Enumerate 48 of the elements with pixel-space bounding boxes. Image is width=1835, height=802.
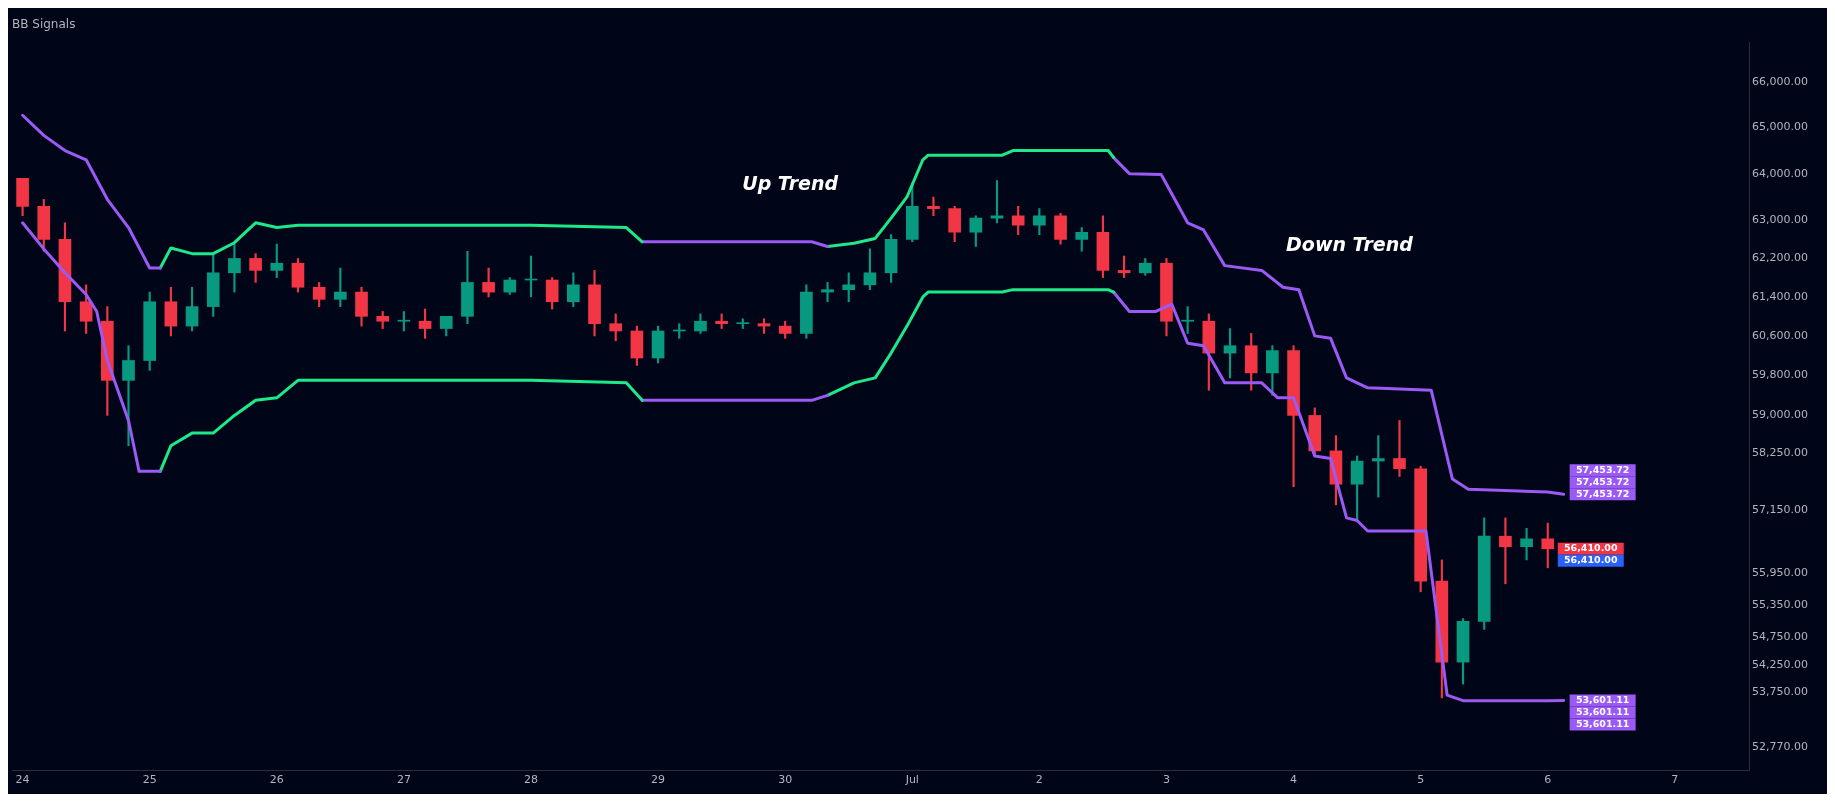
- y-tick-label: 66,000.00: [1752, 75, 1808, 89]
- candlestick: [927, 196, 940, 217]
- y-tick-label: 57,150.00: [1752, 502, 1808, 516]
- y-tick-label: 61,400.00: [1752, 289, 1808, 303]
- y-tick-label: 58,250.00: [1752, 446, 1808, 460]
- y-tick-label: 62,200.00: [1752, 251, 1808, 265]
- data-label: 57,453.72: [1575, 487, 1630, 499]
- y-tick-label: 53,750.00: [1752, 685, 1808, 699]
- y-tick-label: 59,000.00: [1752, 408, 1808, 422]
- y-tick-label: 60,600.00: [1752, 328, 1808, 342]
- chart-title: BB Signals: [12, 17, 76, 32]
- candlestick: [821, 282, 834, 303]
- candlestick: [228, 243, 241, 293]
- annotation: 57,453.72: [1575, 475, 1630, 487]
- y-tick-label: 63,000.00: [1752, 213, 1808, 227]
- annotation: 56,410.00: [1564, 542, 1618, 554]
- y-tick-label: 64,000.00: [1752, 166, 1808, 180]
- x-tick-label: 26: [269, 773, 284, 787]
- annotation: 53,601.11: [1575, 718, 1630, 730]
- candlestick: [122, 345, 135, 447]
- annotation: Down Trend: [1286, 232, 1414, 255]
- y-tick-label: 59,800.00: [1752, 368, 1808, 382]
- x-tick-label: 4: [1290, 773, 1298, 787]
- annotation: 53,601.11: [1575, 706, 1630, 718]
- x-tick-label: 29: [651, 773, 666, 787]
- x-tick-label: 30: [778, 773, 793, 787]
- text: 56,410.00: [1564, 554, 1618, 566]
- y-tick-label: 55,350.00: [1752, 598, 1808, 612]
- x-tick-label: 2: [1035, 773, 1043, 787]
- x-tick-label: 5: [1417, 773, 1425, 787]
- x-tick-label: 7: [1671, 773, 1679, 787]
- x-tick-label: 24: [15, 773, 30, 787]
- candlestick: [1520, 528, 1533, 561]
- x-tick-label: 27: [396, 773, 411, 787]
- x-tick-label: 6: [1544, 773, 1552, 787]
- y-tick-label: 52,770.00: [1752, 739, 1808, 753]
- y-tick-label: 55,950.00: [1752, 566, 1808, 580]
- candlestick: [1393, 420, 1406, 477]
- y-tick-label: 54,250.00: [1752, 657, 1808, 671]
- y-tick-label: 65,000.00: [1752, 120, 1808, 134]
- x-tick-label: Jul: [904, 773, 919, 787]
- x-tick-label: 28: [523, 773, 538, 787]
- y-tick-label: 54,750.00: [1752, 630, 1808, 644]
- x-tick-label: 3: [1162, 773, 1170, 787]
- annotation: Up Trend: [742, 172, 839, 195]
- x-tick-label: 25: [142, 773, 157, 787]
- annotation: 57,453.72: [1575, 463, 1630, 475]
- data-label: 53,601.11: [1575, 694, 1630, 706]
